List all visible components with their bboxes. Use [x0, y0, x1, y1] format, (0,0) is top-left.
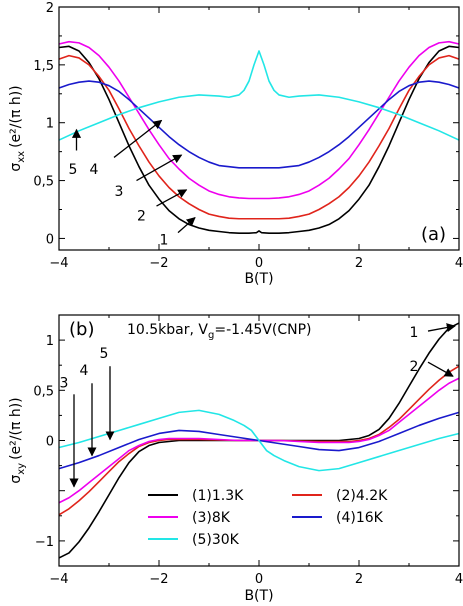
y-tick-label: 0,5	[33, 384, 54, 399]
annotation-arrow-1	[177, 216, 196, 234]
panel-a-y-axis-label-base: σ	[8, 163, 24, 172]
panel-a-x-axis-label: B(T)	[244, 271, 273, 287]
annotation-label-3: 3	[115, 184, 124, 200]
legend-label-2: (2)4.2K	[336, 488, 388, 504]
panel-b-title: 10.5kbar, Vg=-1.45V(CNP)	[127, 322, 312, 341]
y-tick-label: 2	[46, 1, 54, 16]
y-tick-label: 1	[46, 334, 54, 349]
panel-b-title-sub: g	[208, 330, 214, 341]
x-tick-label: 4	[455, 256, 463, 271]
y-tick-label: 0	[46, 435, 54, 450]
annotation-arrow-2	[156, 189, 188, 207]
annotation-label-3: 3	[60, 375, 69, 391]
legend-label-3: (3)8K	[192, 510, 231, 526]
panel-b-label: (b)	[69, 319, 94, 340]
panel-b-y-axis-label: σxy (e²/(π h))	[8, 397, 27, 483]
panel-a-y-axis-label-sub: xx	[16, 151, 27, 163]
x-tick-label: 0	[255, 572, 263, 587]
annotation-arrow-3	[136, 154, 183, 182]
annotation-label-4: 4	[80, 363, 89, 379]
y-tick-label: 1,5	[33, 59, 54, 74]
annotation-label-1: 1	[160, 233, 169, 249]
legend-label-1: (1)1.3K	[192, 488, 244, 504]
x-tick-label: 2	[355, 572, 363, 587]
x-tick-label: 0	[255, 256, 263, 271]
panel-b-y-axis-label-base: σ	[8, 475, 24, 484]
annotation-arrow-4	[113, 119, 163, 158]
annotation-arrow-1	[427, 323, 456, 333]
annotation-label-1: 1	[410, 325, 419, 341]
panel-b-title-rest: =-1.45V(CNP)	[214, 322, 311, 338]
x-tick-label: 2	[355, 256, 363, 271]
annotation-label-5: 5	[69, 162, 78, 178]
panel-b-curves	[58, 322, 460, 559]
y-tick-label: 1	[46, 117, 54, 132]
panel-a-ticks: −4 −2 0 2 4 0 0,5 1 1,5 2	[33, 1, 463, 271]
y-tick-label: 0	[46, 232, 54, 247]
series-line-2	[58, 54, 460, 220]
panel-b-title-main: 10.5kbar, V	[127, 322, 208, 338]
legend-label-5: (5)30K	[192, 532, 240, 548]
y-tick-label: −1	[35, 535, 54, 550]
panel-b-ticks: −4 −2 0 2 4 −1 0 0,5 1	[33, 315, 463, 587]
series-line-5	[58, 409, 460, 472]
legend-label-4: (4)16K	[336, 510, 384, 526]
x-tick-label: −4	[49, 256, 68, 271]
annotation-arrow-2	[427, 361, 454, 377]
panel-b-legend: (1)1.3K (3)8K (5)30K (2)4.2K (4)16K	[148, 488, 388, 548]
series-line-3	[58, 40, 460, 200]
panel-a-label: (a)	[421, 224, 446, 245]
series-line-5	[58, 50, 460, 141]
annotation-label-2: 2	[137, 208, 146, 224]
y-tick-label: 0,5	[33, 175, 54, 190]
panel-b-y-axis-label-unit: (e²/(π h))	[8, 397, 24, 460]
series-line-1	[58, 45, 460, 235]
series-line-4	[58, 80, 460, 169]
x-tick-label: −2	[149, 572, 168, 587]
panel-a-curves	[58, 40, 460, 235]
x-tick-label: 4	[455, 572, 463, 587]
x-tick-label: −2	[149, 256, 168, 271]
annotation-label-4: 4	[90, 162, 99, 178]
panel-b-y-axis-label-sub: xy	[16, 463, 27, 475]
panel-a-frame	[58, 6, 460, 251]
annotation-label-5: 5	[100, 346, 109, 362]
panel-a-y-axis-label: σxx (e²/(π h))	[8, 85, 27, 171]
x-tick-label: −4	[49, 572, 68, 587]
annotation-label-2: 2	[410, 359, 419, 375]
panel-b-x-axis-label: B(T)	[244, 588, 273, 604]
panel-b-annotations: 1 2 345	[60, 323, 456, 488]
panel-a-y-axis-label-unit: (e²/(π h))	[8, 85, 24, 148]
